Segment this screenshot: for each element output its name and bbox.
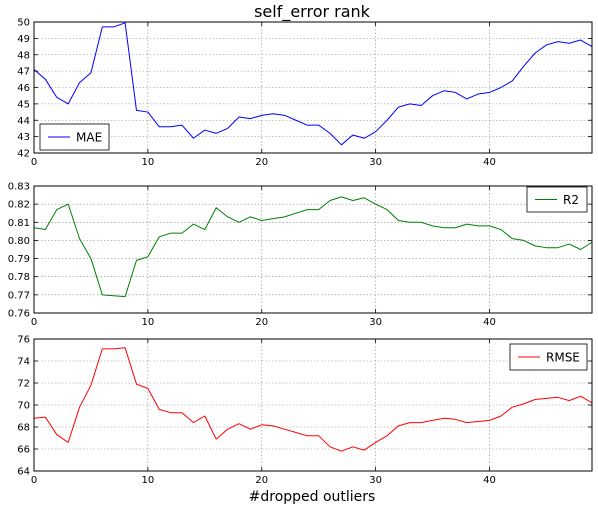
r2-series-line (33, 196, 593, 298)
r2-plot-area (34, 186, 592, 313)
rmse-y-tick-label: 72 (17, 379, 30, 390)
r2-y-tick-label: 0.78 (8, 272, 30, 283)
r2-y-tick-label: 0.79 (8, 254, 30, 265)
mae-x-tick-label: 0 (31, 157, 37, 168)
rmse-y-tick-label: 66 (17, 445, 30, 456)
mae-x-tick-label: 40 (483, 157, 496, 168)
rmse-x-tick-label: 0 (31, 475, 37, 486)
mae-y-tick-label: 50 (17, 18, 30, 29)
rmse-x-tick-label: 40 (483, 475, 496, 486)
r2-y-tick-label: 0.81 (8, 218, 30, 229)
mae-x-tick-label: 10 (142, 157, 155, 168)
rmse-legend-label: RMSE (546, 351, 580, 365)
r2-y-tick-label: 0.80 (8, 236, 30, 247)
mae-x-tick-label: 30 (369, 157, 382, 168)
panel-r2: 0 10 20 30 40 0.76 0.77 0.78 0.79 0.80 0.81 0.82 0.8… (8, 182, 593, 328)
r2-y-tick-label: 0.83 (8, 182, 30, 193)
r2-x-tick-label: 0 (31, 317, 37, 328)
mae-y-tick-label: 48 (17, 50, 30, 61)
mae-y-tick-label: 44 (17, 116, 30, 127)
mae-y-tick-label: 49 (17, 34, 30, 45)
x-axis-label: #dropped outliers (249, 489, 376, 505)
mae-y-tick-label: 43 (17, 132, 30, 143)
r2-legend-label: R2 (563, 193, 579, 207)
mae-x-tick-label: 20 (255, 157, 268, 168)
mae-legend-label: MAE (76, 131, 102, 145)
r2-x-tick-label: 10 (142, 317, 155, 328)
rmse-legend: RMSE (509, 343, 588, 371)
r2-y-tick-label: 0.82 (8, 200, 30, 211)
rmse-plot-area (34, 339, 592, 471)
r2-x-tick-label: 20 (255, 317, 268, 328)
r2-y-tick-label: 0.76 (8, 309, 30, 320)
mae-plot-area (34, 22, 592, 153)
rmse-y-tick-label: 76 (17, 335, 30, 346)
r2-axes-frame (33, 185, 593, 314)
rmse-y-tick-label: 68 (17, 423, 30, 434)
rmse-series-line (33, 347, 593, 452)
mae-y-tick-label: 42 (17, 149, 30, 160)
mae-series-line (33, 22, 593, 146)
panel-mae: 0 10 20 30 40 42 43 44 45 46 47 48 49 50 MAE (17, 18, 593, 168)
rmse-y-tick-label: 70 (17, 401, 30, 412)
mae-legend: MAE (39, 123, 110, 151)
rmse-y-tick-label: 74 (17, 357, 30, 368)
rmse-x-tick-label: 10 (142, 475, 155, 486)
panel-rmse: 0 10 20 30 40 64 66 68 70 72 74 76 RMSE (17, 335, 593, 486)
r2-y-tick-label: 0.77 (8, 290, 30, 301)
mae-y-tick-label: 45 (17, 99, 30, 110)
r2-legend: R2 (526, 186, 588, 213)
r2-x-tick-label: 40 (483, 317, 496, 328)
chart-title: self_error rank (254, 2, 371, 22)
r2-x-tick-label: 30 (369, 317, 382, 328)
rmse-x-tick-label: 30 (369, 475, 382, 486)
rmse-x-tick-label: 20 (255, 475, 268, 486)
rmse-y-tick-label: 64 (17, 467, 30, 478)
mae-y-tick-label: 47 (17, 67, 30, 78)
mae-y-tick-label: 46 (17, 83, 30, 94)
